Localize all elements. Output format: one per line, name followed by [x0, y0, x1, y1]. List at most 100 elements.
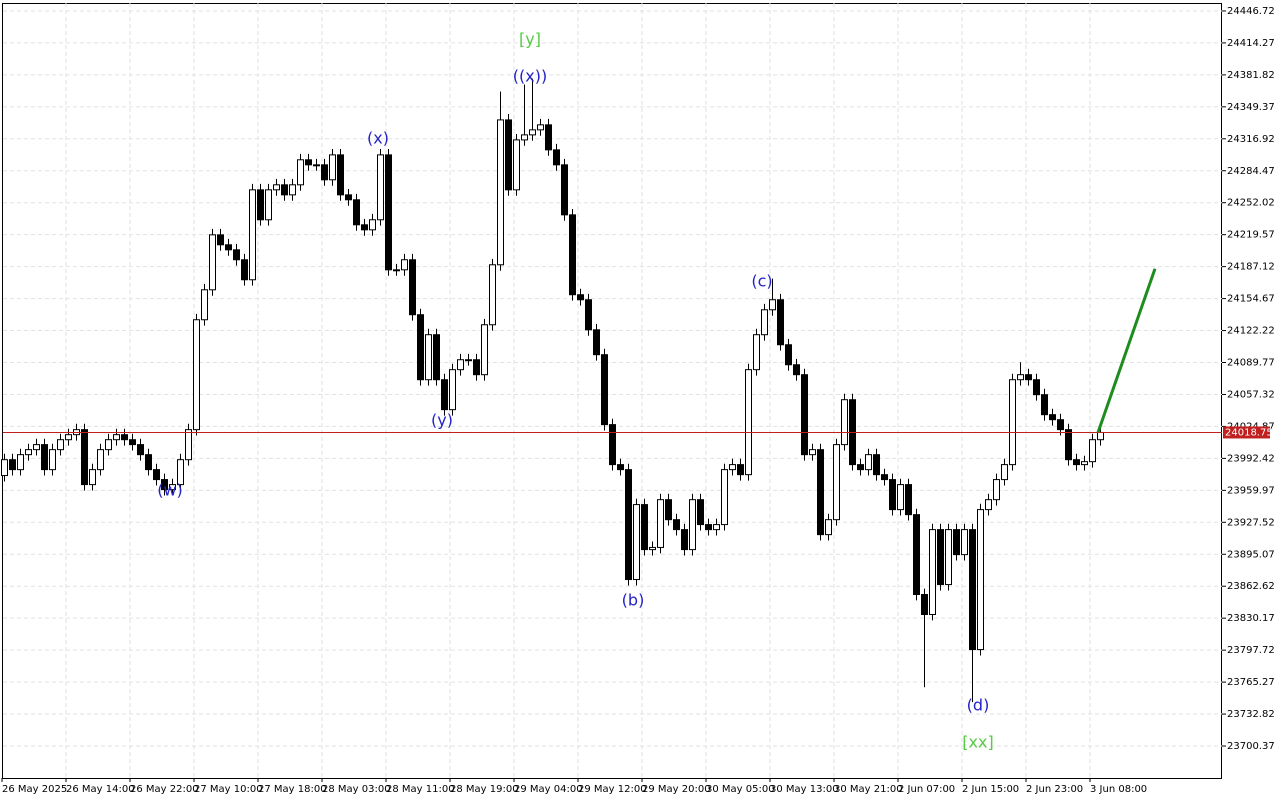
candle-body	[897, 484, 904, 511]
y-tick-label: 23732.82	[1227, 709, 1275, 720]
candle-body	[193, 319, 200, 431]
candle-body	[185, 429, 192, 461]
candle-body	[601, 354, 608, 426]
candle-body	[249, 189, 256, 281]
candle-body	[265, 189, 272, 221]
wave-label: (y)	[431, 411, 453, 430]
candle-body	[41, 444, 48, 471]
wave-label: (c)	[751, 272, 772, 291]
candle-body	[457, 359, 464, 371]
candle-body	[25, 449, 32, 456]
candle-body	[81, 429, 88, 486]
candle-body	[497, 119, 504, 266]
candle-body	[369, 219, 376, 231]
candle-body	[625, 469, 632, 581]
x-tick-label: 26 May 14:00	[66, 784, 135, 795]
candle-body	[921, 594, 928, 616]
y-tick-label: 23927.52	[1227, 517, 1275, 528]
candle-body	[1, 459, 8, 477]
wave-label: (x)	[367, 129, 389, 148]
y-tick-label: 24381.82	[1227, 70, 1275, 81]
candle-body	[857, 464, 864, 471]
candle-body	[225, 244, 232, 251]
candle-body	[785, 344, 792, 366]
plot-frame	[2, 3, 1222, 779]
candle-body	[657, 499, 664, 548]
wave-label: (d)	[967, 696, 990, 715]
y-tick-label: 24122.22	[1227, 326, 1275, 337]
candle-body	[985, 499, 992, 511]
candle-body	[449, 369, 456, 411]
candle-body	[617, 464, 624, 471]
y-tick-label: 23895.07	[1227, 549, 1275, 560]
candle-body	[393, 269, 400, 272]
candle-body	[233, 249, 240, 261]
candle-body	[329, 154, 336, 181]
forecast-line	[1096, 268, 1157, 433]
x-tick-label: 28 May 19:00	[450, 784, 519, 795]
candle-body	[697, 499, 704, 526]
x-tick-label: 30 May 05:00	[706, 784, 775, 795]
candle-body	[1001, 464, 1008, 481]
wave-label: (b)	[622, 591, 645, 610]
candle-body	[545, 124, 552, 151]
candle-body	[945, 529, 952, 586]
candle-body	[529, 129, 536, 136]
candle-body	[553, 149, 560, 166]
candle-body	[929, 529, 936, 616]
candle-body	[353, 199, 360, 226]
x-tick-label: 29 May 12:00	[578, 784, 647, 795]
candle-body	[729, 464, 736, 471]
y-tick-label: 24089.77	[1227, 358, 1275, 369]
candle-body	[977, 509, 984, 651]
x-tick-label: 28 May 11:00	[386, 784, 455, 795]
y-tick-label: 24252.02	[1227, 198, 1275, 209]
candle-body	[753, 334, 760, 371]
y-tick-label: 23959.97	[1227, 485, 1275, 496]
candle-body	[761, 309, 768, 336]
candle-body	[569, 214, 576, 296]
candle-body	[201, 289, 208, 321]
candle-body	[689, 499, 696, 551]
candle-body	[793, 364, 800, 376]
candle-body	[705, 524, 712, 531]
x-tick-label: 2 Jun 07:00	[898, 784, 955, 795]
y-tick-label: 24284.47	[1227, 166, 1275, 177]
x-tick-label: 26 May 2025	[2, 784, 67, 795]
candle-body	[745, 369, 752, 476]
candle-body	[89, 469, 96, 486]
candle-body	[169, 484, 176, 491]
y-tick-label: 23862.62	[1227, 581, 1275, 592]
candle-body	[433, 334, 440, 381]
candle-body	[473, 359, 480, 376]
candle-body	[345, 194, 352, 201]
candle-body	[1041, 394, 1048, 416]
candle-body	[1009, 379, 1016, 466]
candle-body	[465, 359, 472, 362]
candle-body	[889, 479, 896, 511]
candle-body	[841, 399, 848, 446]
candle-body	[1017, 374, 1024, 381]
candle-body	[905, 484, 912, 516]
candle-body	[993, 479, 1000, 501]
candle-body	[313, 164, 320, 167]
candle-body	[161, 479, 168, 491]
candle-body	[217, 234, 224, 246]
candle-body	[825, 519, 832, 536]
candle-body	[801, 374, 808, 456]
x-tick-label: 27 May 18:00	[258, 784, 327, 795]
candle-body	[537, 124, 544, 131]
candle-body	[1025, 374, 1032, 381]
candle-body	[713, 524, 720, 531]
candle-body	[281, 184, 288, 196]
candle-body	[737, 464, 744, 476]
candle-body	[417, 314, 424, 381]
candle-body	[121, 434, 128, 441]
candle-body	[673, 519, 680, 531]
y-tick-label: 24219.57	[1227, 230, 1275, 241]
candle-body	[681, 529, 688, 551]
candle-body	[377, 154, 384, 221]
candle-body	[425, 334, 432, 381]
candle-body	[833, 444, 840, 521]
